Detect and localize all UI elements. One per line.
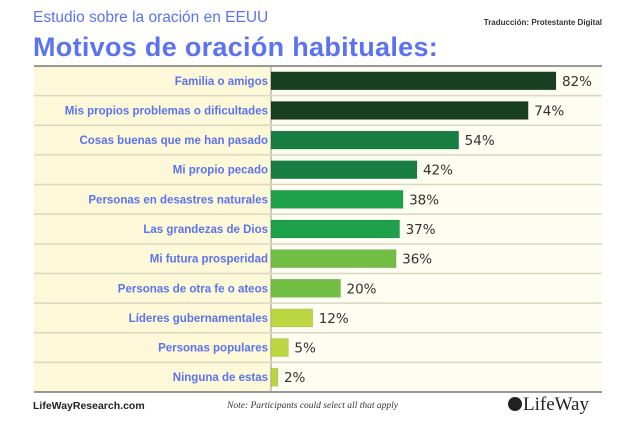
value-label: 74% xyxy=(534,103,564,119)
bar xyxy=(270,308,314,328)
category-label: Cosas buenas que me han pasado xyxy=(79,135,268,147)
bar xyxy=(270,338,289,357)
bar xyxy=(270,101,529,120)
bar xyxy=(270,249,397,268)
category-label: Las grandezas de Dios xyxy=(143,224,268,236)
value-label: 36% xyxy=(402,252,432,268)
bar xyxy=(270,130,459,150)
bar xyxy=(270,278,341,298)
lifeway-logo: LifeWay xyxy=(508,394,589,416)
value-label: 5% xyxy=(294,341,316,357)
value-label: 54% xyxy=(465,133,495,149)
bar xyxy=(270,219,400,239)
category-label: Personas populares xyxy=(158,343,268,355)
category-label: Personas de otra fe o ateos xyxy=(118,283,268,295)
bar xyxy=(270,367,279,387)
value-label: 37% xyxy=(406,222,436,238)
chart-title: Motivos de oración habituales: xyxy=(33,32,439,62)
category-label: Mi propio pecado xyxy=(173,165,268,177)
category-label: Personas en desastres naturales xyxy=(88,194,268,206)
translation-credit: Traducción: Protestante Digital xyxy=(483,18,602,27)
value-label: 2% xyxy=(284,370,306,386)
bar xyxy=(270,190,404,209)
footnote: Note: Participants could select all that… xyxy=(227,401,398,411)
value-label: 82% xyxy=(562,74,592,90)
category-label: Líderes gubernamentales xyxy=(129,313,268,325)
label-panel xyxy=(34,66,271,392)
website-link[interactable]: LifeWayResearch.com xyxy=(33,400,145,412)
category-label: Familia o amigos xyxy=(175,76,268,88)
category-label: Ninguna de estas xyxy=(173,372,268,384)
value-label: 42% xyxy=(423,163,453,179)
subtitle: Estudio sobre la oración en EEUU xyxy=(33,9,269,26)
bar xyxy=(270,160,418,180)
bar xyxy=(270,71,557,91)
value-label: 20% xyxy=(347,281,377,297)
category-label: Mis propios problemas o dificultades xyxy=(65,105,268,117)
value-label: 12% xyxy=(319,311,349,327)
category-label: Mi futura prosperidad xyxy=(150,254,268,266)
value-label: 38% xyxy=(409,192,439,208)
logo-icon xyxy=(508,397,522,411)
